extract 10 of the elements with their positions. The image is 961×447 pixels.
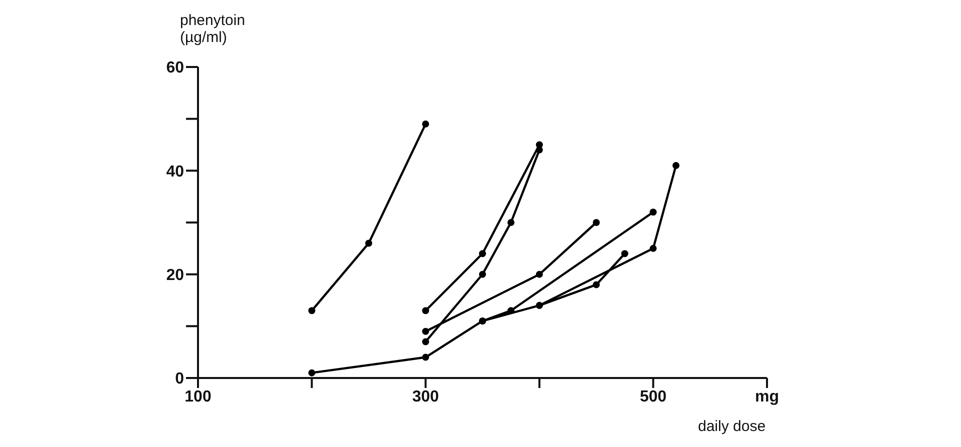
y-tick-label: 20 <box>166 267 184 284</box>
y-tick-label: 0 <box>175 370 184 388</box>
x-tick-label: 100 <box>184 388 212 406</box>
y-tick-label: 60 <box>166 60 184 77</box>
y-tick-label: 40 <box>166 163 184 180</box>
y-axis-title: phenytoin (µg/ml) <box>180 12 246 46</box>
x-tick-label: 500 <box>640 388 667 406</box>
x-tick-label: 300 <box>412 388 440 406</box>
x-axis-title: daily dose <box>698 418 766 435</box>
x-tick-label: mg <box>755 388 779 406</box>
